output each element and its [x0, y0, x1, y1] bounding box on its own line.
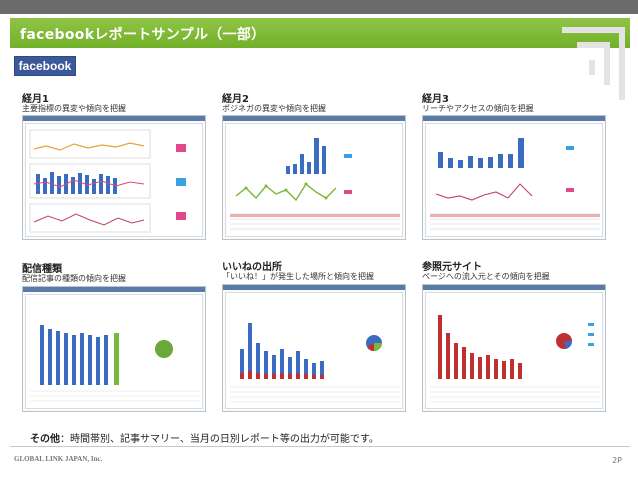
thumbnail-chart-reach — [430, 138, 600, 230]
panel-referrer-site: 参照元サイト ページへの流入元とその傾向を把握 — [422, 258, 602, 283]
facebook-logo: facebook — [14, 56, 76, 76]
title-banner: facebookレポートサンプル（一部） — [10, 18, 630, 48]
panel-title: 経月3 — [422, 94, 449, 105]
thumbnail-chart-referrer — [430, 315, 600, 403]
report-thumbnail-monthly-2 — [222, 115, 406, 240]
panel-monthly-2: 経月2 ポジネガの異変や傾向を把握 — [222, 90, 402, 115]
panel-title: 配信種類 — [22, 264, 62, 275]
decorative-pattern — [562, 27, 625, 100]
panel-title: 参照元サイト — [422, 262, 482, 273]
report-thumbnail-monthly-1 — [22, 115, 206, 240]
panel-description: 配信記事の種類の傾向を把握 — [22, 274, 126, 283]
page-number: 2P — [612, 456, 622, 465]
thumbnail-chart-delivery — [30, 325, 200, 402]
slide-title: facebookレポートサンプル（一部） — [20, 27, 266, 43]
panel-title: 経月1 — [22, 94, 49, 105]
panel-delivery-type: 配信種類 配信記事の種類の傾向を把握 — [22, 260, 202, 285]
thumbnail-chart-lines-bars — [29, 129, 186, 233]
report-thumbnail-referrer — [422, 284, 606, 412]
thumbnail-chart-likes — [230, 323, 400, 403]
panel-description: ポジネガの異変や傾向を把握 — [222, 104, 326, 113]
panel-like-source: いいねの出所 「いいね！」が発生した場所と傾向を把握 — [222, 258, 402, 283]
other-label: その他 — [30, 434, 60, 445]
panel-title: いいねの出所 — [222, 262, 282, 273]
panel-monthly-3: 経月3 リーチやアクセスの傾向を把握 — [422, 90, 602, 115]
footer-divider — [10, 446, 630, 447]
report-thumbnail-delivery-type — [22, 286, 206, 412]
report-thumbnail-monthly-3 — [422, 115, 606, 240]
panel-monthly-1: 経月1 主要指標の異変や傾向を把握 — [22, 90, 202, 115]
panel-title: 経月2 — [222, 94, 249, 105]
other-text: ：時間帯別、記事サマリー、当月の日別レポート等の出力が可能です。 — [60, 434, 379, 445]
report-thumbnail-like-source — [222, 284, 406, 412]
panel-description: ページへの流入元とその傾向を把握 — [422, 272, 550, 281]
company-logo: GLOBAL LINK JAPAN, Inc. — [14, 455, 103, 463]
other-note: その他：時間帯別、記事サマリー、当月の日別レポート等の出力が可能です。 — [30, 430, 379, 445]
panel-description: リーチやアクセスの傾向を把握 — [422, 104, 534, 113]
panel-description: 「いいね！」が発生した場所と傾向を把握 — [222, 272, 374, 281]
thumbnail-chart-posneg — [230, 138, 400, 230]
top-bar — [0, 0, 638, 14]
panel-description: 主要指標の異変や傾向を把握 — [22, 104, 126, 113]
